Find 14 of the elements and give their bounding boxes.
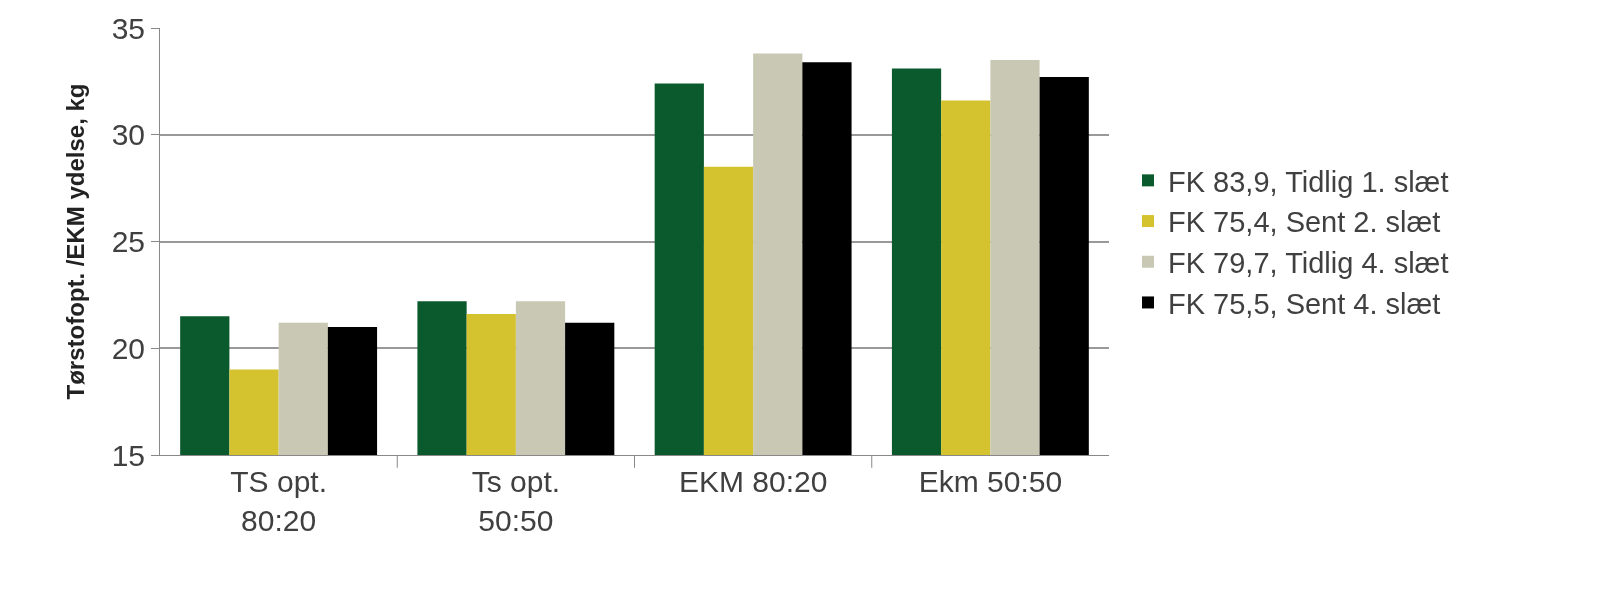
y-axis-title: Tørstofopt. /EKM ydelse, kg xyxy=(61,83,89,400)
y-tick-label: 25 xyxy=(111,225,145,258)
y-tick-label: 30 xyxy=(111,118,145,152)
x-tick-label: TS opt. 80:20 xyxy=(230,465,327,537)
legend-label: FK 79,7, Tidlig 4. slæt xyxy=(1167,247,1449,280)
y-tick-label: 15 xyxy=(111,438,145,472)
x-tick-label: Ekm 50:50 xyxy=(918,465,1063,498)
legend-label: FK 75,5, Sent 4. slæt xyxy=(1167,287,1441,320)
legend-label: FK 75,4, Sent 2. slæt xyxy=(1167,206,1441,239)
legend-label: FK 83,9, Tidlig 1. slæt xyxy=(1167,165,1449,198)
y-tick-label: 20 xyxy=(111,331,145,365)
x-tick-label: Ts opt. 50:50 xyxy=(471,465,561,537)
x-tick-label: EKM 80:20 xyxy=(678,465,828,498)
y-tick-label: 35 xyxy=(111,11,145,45)
